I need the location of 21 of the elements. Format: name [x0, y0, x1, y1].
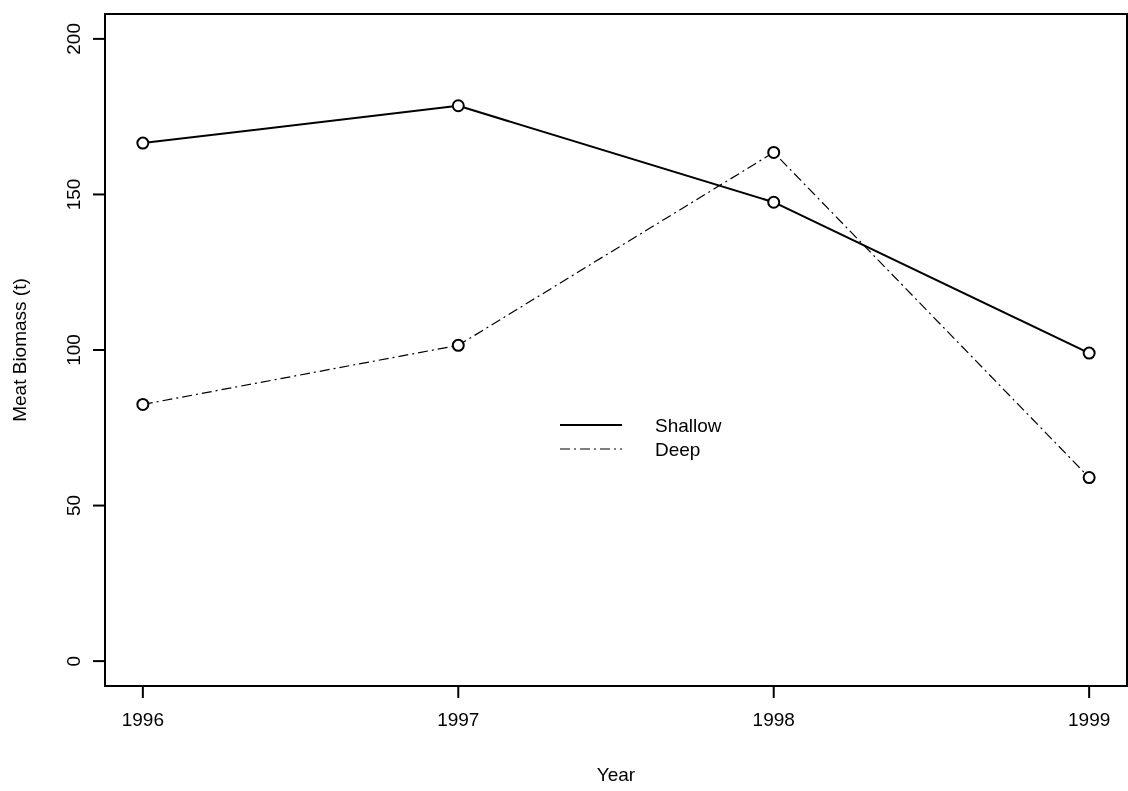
- legend-label: Deep: [655, 439, 701, 460]
- point: [767, 145, 781, 159]
- point: [451, 338, 465, 352]
- y-tick-label: 50: [63, 494, 84, 517]
- point: [136, 397, 150, 411]
- y-axis-title: Meat Biomass (t): [9, 278, 30, 422]
- x-tick-label: 1999: [1068, 709, 1111, 730]
- y-tick-label: 150: [63, 178, 84, 211]
- legend-label: Shallow: [655, 415, 722, 436]
- y-tick-label: 0: [63, 655, 84, 667]
- x-tick-label: 1996: [121, 709, 164, 730]
- x-axis-title: Year: [596, 764, 636, 785]
- point: [767, 195, 781, 209]
- x-tick-label: 1998: [752, 709, 795, 730]
- x-tick-label: 1997: [437, 709, 480, 730]
- y-tick-label: 100: [63, 334, 84, 366]
- point: [451, 99, 465, 113]
- point: [1082, 471, 1096, 485]
- y-tick-label: 200: [63, 23, 84, 55]
- point: [136, 136, 150, 150]
- point: [1082, 346, 1096, 360]
